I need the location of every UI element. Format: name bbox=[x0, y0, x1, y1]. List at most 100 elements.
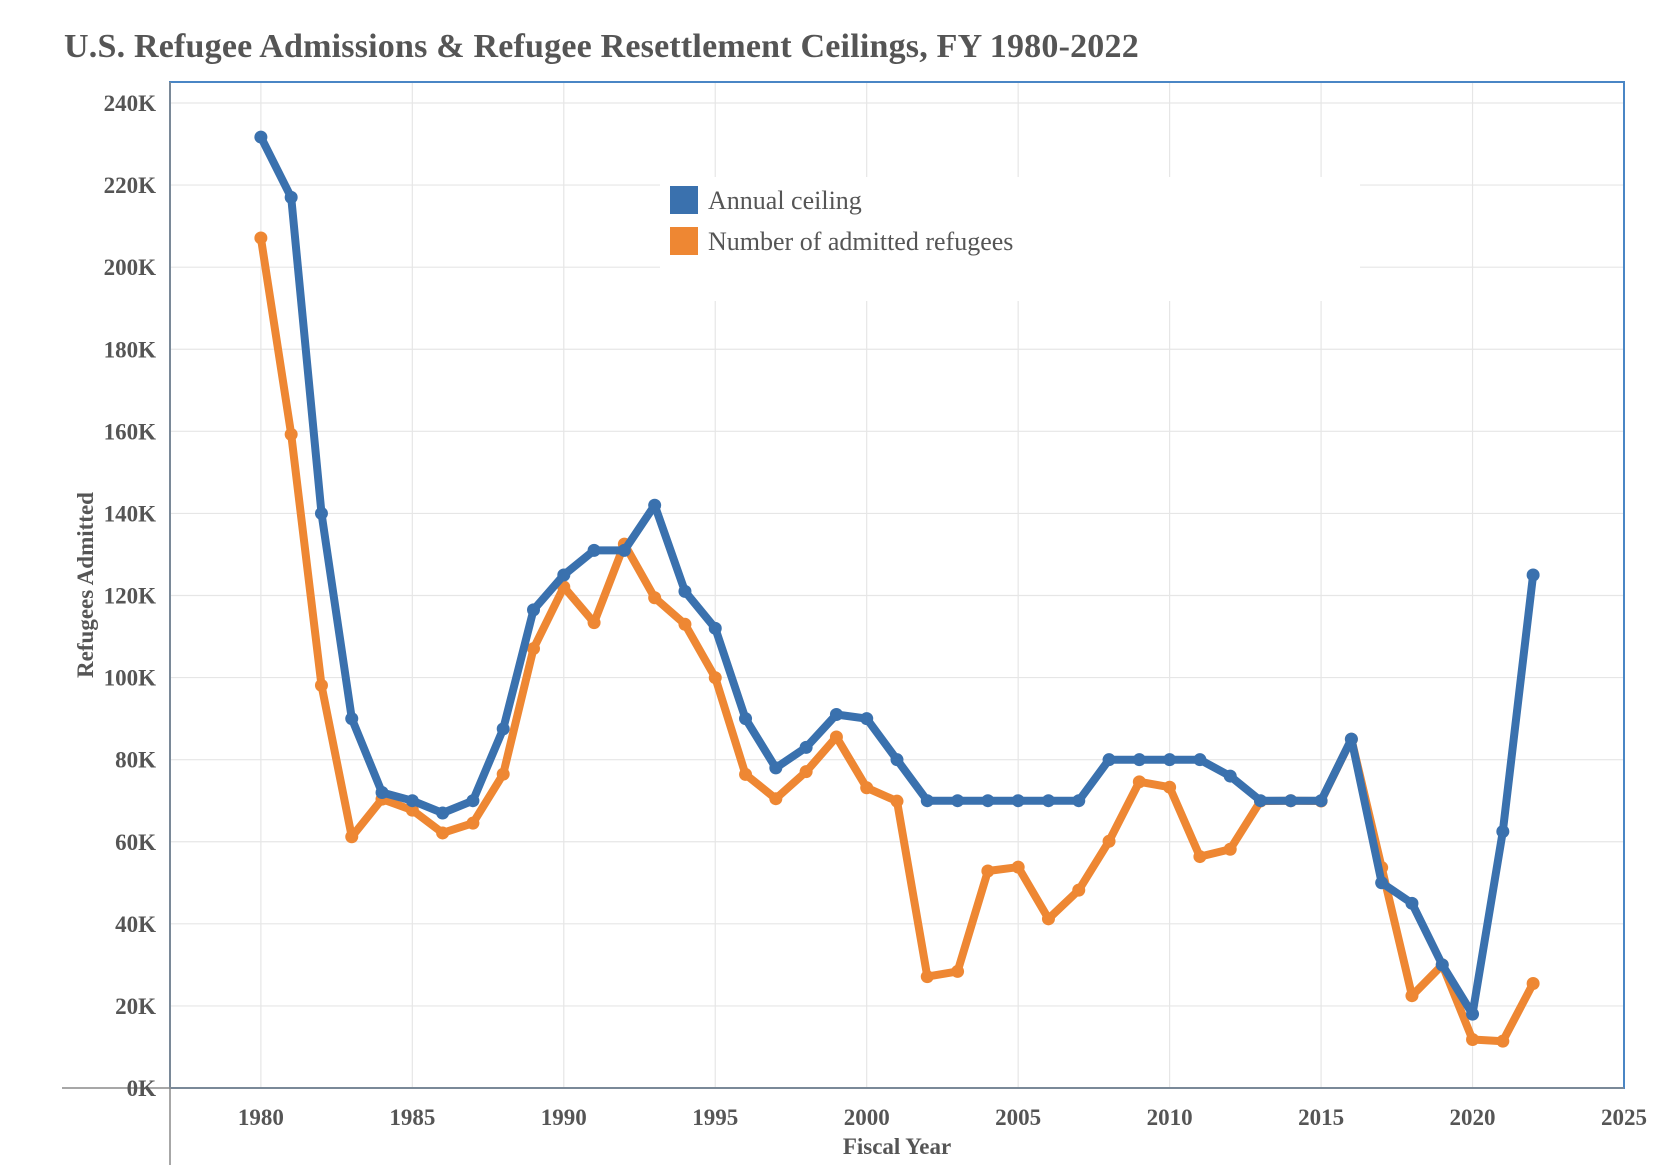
data-point[interactable] bbox=[1041, 912, 1055, 926]
data-point[interactable] bbox=[345, 712, 359, 726]
data-point[interactable] bbox=[769, 761, 783, 775]
data-point[interactable] bbox=[1132, 753, 1146, 767]
data-point[interactable] bbox=[1193, 753, 1207, 767]
data-point[interactable] bbox=[1466, 1007, 1480, 1021]
data-point[interactable] bbox=[466, 794, 480, 808]
y-tick-label: 80K bbox=[115, 748, 156, 773]
data-point[interactable] bbox=[1496, 824, 1510, 838]
x-tick-label: 1995 bbox=[692, 1105, 738, 1130]
data-point[interactable] bbox=[587, 543, 601, 557]
y-tick-label: 160K bbox=[104, 419, 157, 444]
data-point[interactable] bbox=[890, 794, 904, 808]
data-point[interactable] bbox=[829, 708, 843, 722]
data-point[interactable] bbox=[1132, 775, 1146, 789]
data-point[interactable] bbox=[1435, 958, 1449, 972]
data-point[interactable] bbox=[920, 794, 934, 808]
data-point[interactable] bbox=[1344, 732, 1358, 746]
data-point[interactable] bbox=[1072, 794, 1086, 808]
y-tick-label: 240K bbox=[104, 91, 157, 116]
y-tick-label: 100K bbox=[104, 666, 157, 691]
series-line bbox=[256, 234, 1538, 1046]
data-point[interactable] bbox=[1163, 753, 1177, 767]
chart-title: U.S. Refugee Admissions & Refugee Resett… bbox=[64, 28, 1139, 65]
data-point[interactable] bbox=[1405, 989, 1419, 1003]
data-point[interactable] bbox=[617, 543, 631, 557]
data-point[interactable] bbox=[527, 603, 540, 617]
data-point[interactable] bbox=[254, 231, 268, 245]
data-point[interactable] bbox=[860, 781, 874, 795]
data-point[interactable] bbox=[1102, 834, 1116, 848]
data-point[interactable] bbox=[678, 617, 692, 631]
data-point[interactable] bbox=[345, 830, 359, 844]
data-point[interactable] bbox=[436, 806, 450, 820]
data-point[interactable] bbox=[981, 864, 995, 878]
y-tick-label: 200K bbox=[104, 255, 157, 280]
data-point[interactable] bbox=[708, 671, 722, 685]
data-point[interactable] bbox=[1405, 896, 1419, 910]
data-point[interactable] bbox=[587, 616, 601, 630]
y-tick-label: 220K bbox=[104, 173, 157, 198]
legend-label: Number of admitted refugees bbox=[708, 227, 1013, 256]
y-tick-label: 180K bbox=[104, 337, 157, 362]
data-point[interactable] bbox=[1072, 883, 1086, 897]
data-point[interactable] bbox=[1284, 794, 1298, 808]
data-point[interactable] bbox=[496, 722, 510, 736]
data-point[interactable] bbox=[708, 621, 722, 635]
data-point[interactable] bbox=[1041, 794, 1055, 808]
data-point[interactable] bbox=[799, 740, 813, 754]
data-point[interactable] bbox=[829, 730, 843, 744]
data-point[interactable] bbox=[405, 794, 419, 808]
data-point[interactable] bbox=[314, 678, 328, 692]
data-point[interactable] bbox=[284, 190, 298, 204]
data-point[interactable] bbox=[799, 765, 813, 779]
data-point[interactable] bbox=[1193, 850, 1207, 864]
data-point[interactable] bbox=[314, 506, 328, 520]
data-point[interactable] bbox=[527, 642, 540, 656]
data-point[interactable] bbox=[1011, 860, 1025, 874]
data-point[interactable] bbox=[1254, 794, 1267, 808]
data-point[interactable] bbox=[1375, 876, 1389, 890]
data-point[interactable] bbox=[951, 794, 965, 808]
series-group bbox=[254, 130, 1540, 1048]
data-point[interactable] bbox=[466, 816, 480, 830]
y-tick-label: 60K bbox=[115, 830, 156, 855]
data-point[interactable] bbox=[1314, 794, 1328, 808]
x-tick-labels: 1980 1985 1990 1995 2000 2005 2010 2015 2020 2025 bbox=[238, 1105, 1647, 1130]
y-axis-title: Refugees Admitted bbox=[73, 492, 98, 678]
data-point[interactable] bbox=[284, 427, 298, 441]
data-point[interactable] bbox=[1526, 568, 1540, 582]
data-point[interactable] bbox=[648, 591, 662, 605]
data-point[interactable] bbox=[860, 712, 874, 726]
data-point[interactable] bbox=[375, 786, 389, 799]
y-tick-label: 40K bbox=[115, 912, 156, 937]
data-point[interactable] bbox=[1102, 753, 1116, 767]
data-point[interactable] bbox=[1011, 794, 1025, 808]
x-tick-label: 1980 bbox=[238, 1105, 284, 1130]
data-point[interactable] bbox=[1496, 1034, 1510, 1048]
data-point[interactable] bbox=[436, 826, 450, 840]
data-point[interactable] bbox=[951, 964, 965, 978]
y-tick-label: 0K bbox=[127, 1076, 157, 1101]
legend: Annual ceiling Number of admitted refugee… bbox=[660, 177, 1360, 301]
data-point[interactable] bbox=[1466, 1033, 1480, 1047]
data-point[interactable] bbox=[920, 970, 934, 984]
data-point[interactable] bbox=[1223, 842, 1237, 856]
data-point[interactable] bbox=[648, 498, 662, 512]
x-tick-label: 2005 bbox=[995, 1105, 1041, 1130]
x-tick-label: 1985 bbox=[389, 1105, 435, 1130]
x-axis-title: Fiscal Year bbox=[843, 1134, 951, 1159]
data-point[interactable] bbox=[1526, 976, 1540, 990]
data-point[interactable] bbox=[890, 753, 904, 767]
x-tick-label: 2025 bbox=[1601, 1105, 1647, 1130]
data-point[interactable] bbox=[557, 568, 571, 582]
data-point[interactable] bbox=[1223, 769, 1237, 783]
data-point[interactable] bbox=[496, 767, 510, 781]
data-point[interactable] bbox=[739, 712, 753, 726]
data-point[interactable] bbox=[739, 767, 753, 781]
data-point[interactable] bbox=[769, 792, 783, 806]
data-point[interactable] bbox=[254, 130, 268, 144]
data-point[interactable] bbox=[1163, 780, 1177, 794]
data-point[interactable] bbox=[981, 794, 995, 808]
data-point[interactable] bbox=[678, 584, 692, 598]
data-point[interactable] bbox=[405, 803, 419, 817]
